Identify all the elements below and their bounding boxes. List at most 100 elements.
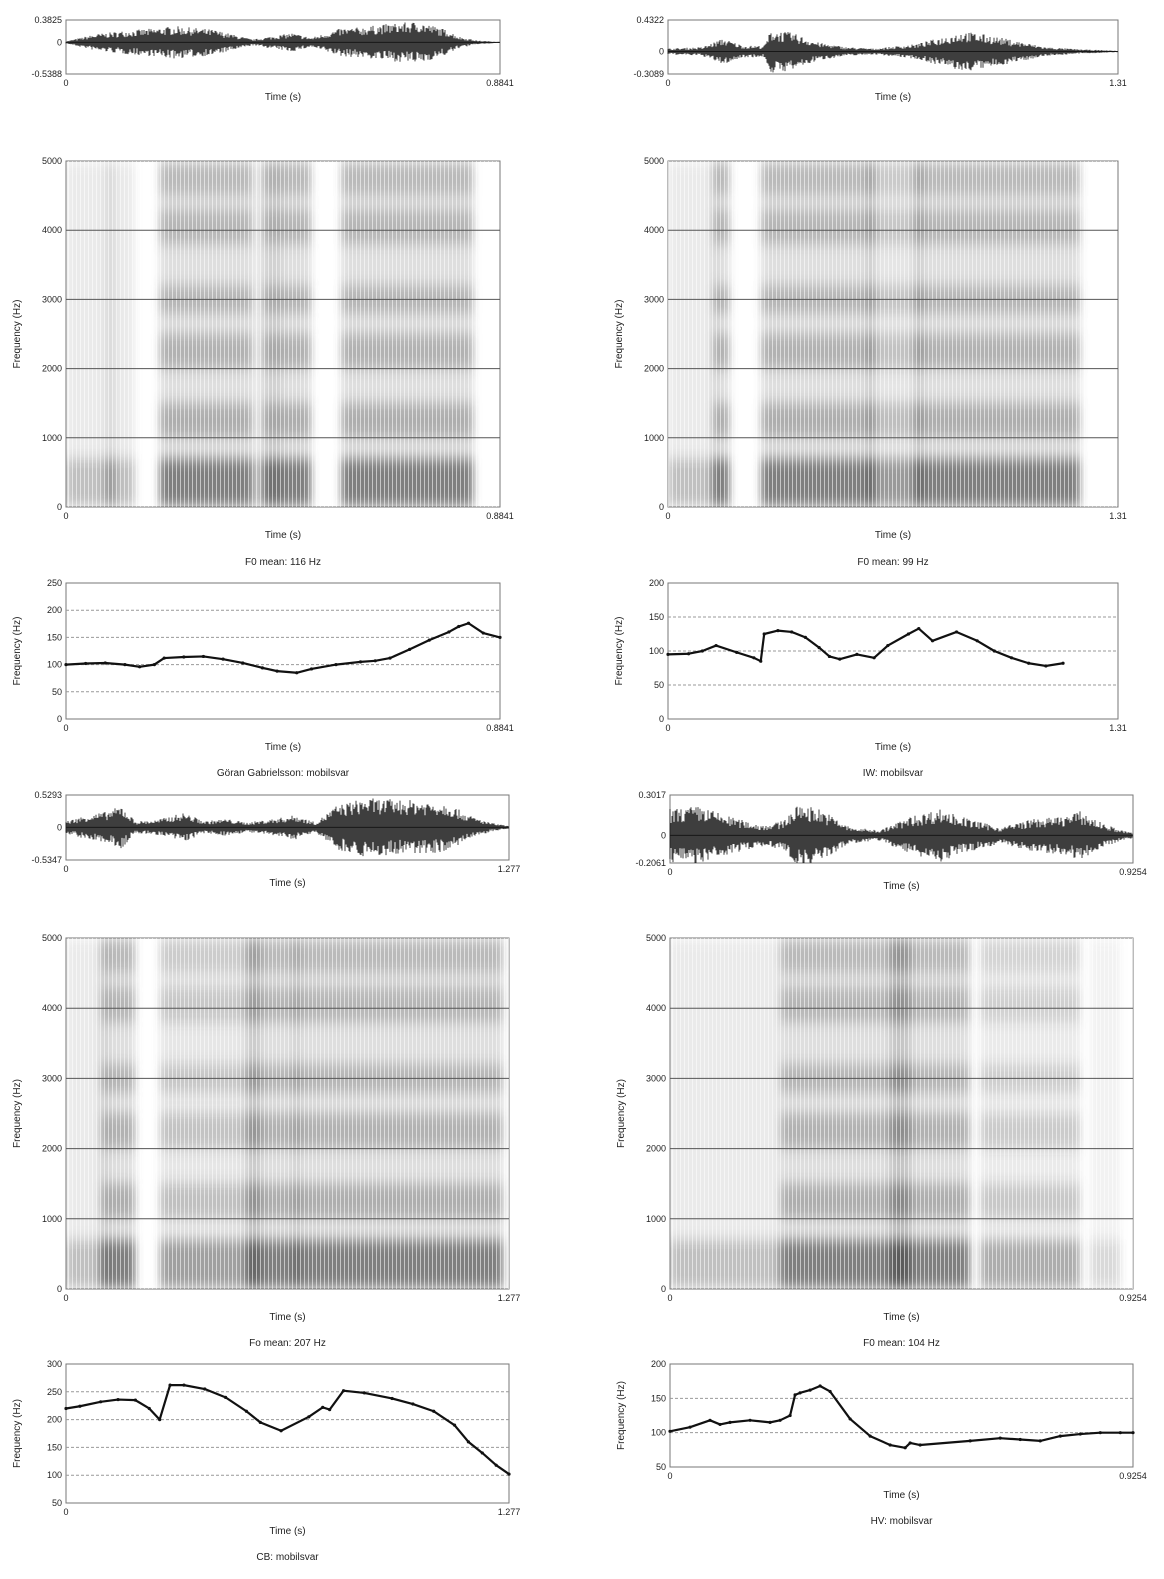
pitch-point [203,1387,207,1391]
y-tick-label: 100 [649,646,664,656]
x-tick-label-start: 0 [667,867,672,877]
y-tick-label: 200 [47,1415,62,1425]
x-tick-label-start: 0 [63,864,68,874]
pitch-point [388,656,392,660]
pitch-point [728,1420,732,1424]
pitch-point [868,1434,872,1438]
pitch-contour-line [667,627,1064,668]
y-axis-label: Frequency (Hz) [12,1079,23,1148]
pitch-point [78,1404,82,1408]
plot-frame [65,19,501,75]
pitch-point [1009,656,1014,660]
pitch-point [908,1441,912,1445]
pitch-point [447,630,451,634]
y-tick-label: 2000 [644,364,664,374]
pitch-point [64,663,68,667]
pitch-point [99,1400,103,1404]
pitch-point [1061,661,1065,665]
pitch-contour-top-left: 0 50 100 150 200 250 0 0.8841 Time (s) Frequency … [12,557,514,779]
y-tick-label: 250 [47,1387,62,1397]
pitch-point [718,1422,722,1427]
y-tick-label: 2000 [42,364,62,374]
y-tick-label: 5000 [42,933,62,943]
pitch-point [762,632,766,636]
pitch-point [481,631,485,635]
pitch-point [1078,1432,1082,1436]
pitch-point [848,1417,852,1421]
pitch-point [507,1472,511,1476]
pitch-point [768,1420,772,1424]
pitch-point [466,1440,471,1444]
pitch-point [390,1396,394,1401]
pitch-point [888,1443,892,1447]
y-tick-label: 2000 [42,1144,62,1154]
y-tick-label: 1000 [644,433,664,443]
pitch-contour-bottom-left: 50 100 150 200 250 300 0 1.277 Time (s) Frequency… [12,1338,520,1563]
pitch-point [427,638,431,642]
pitch-point [201,654,206,659]
x-tick-label-start: 0 [667,1293,672,1303]
x-axis-label: Time (s) [269,1526,305,1537]
f0-mean-title: F0 mean: 99 Hz [857,557,928,568]
pitch-point [457,624,461,629]
waveform-trace [65,22,500,62]
f0-mean-title: F0 mean: 104 Hz [863,1338,940,1349]
pitch-point [998,1436,1002,1440]
pitch-contour-line [65,622,501,674]
pitch-point [817,646,821,650]
y-tick-label: 200 [47,605,62,615]
glottal-striations [66,161,500,507]
pitch-point [778,1418,782,1422]
speaker-caption: IW: mobilsvar [863,768,924,779]
y-axis-label: Frequency (Hz) [616,1381,627,1450]
pitch-point [1098,1431,1102,1435]
pitch-point [1058,1434,1062,1438]
y-axis-label: Frequency (Hz) [12,1399,23,1468]
x-tick-label-start: 0 [667,1471,672,1481]
pitch-point [309,667,314,671]
y-tick-label: 3000 [42,1073,62,1083]
x-axis-label: Time (s) [875,742,911,753]
pitch-point [152,663,156,667]
y-tick-label: 1000 [42,433,62,443]
y-tick-label: 50 [654,680,664,690]
y-tick-label: 300 [47,1359,62,1369]
pitch-point [362,1391,366,1395]
x-tick-label-end: 0.8841 [486,723,514,733]
y-tick-label: 1000 [42,1214,62,1224]
y-tick-label: 4000 [42,1003,62,1013]
y-tick-label: 100 [47,1470,62,1480]
speaker-caption: Göran Gabrielsson: mobilsvar [217,768,350,779]
f0-mean-title: F0 mean: 116 Hz [245,557,321,568]
y-tick-label: 0.3825 [34,15,62,25]
pitch-point [666,652,670,657]
pitch-contour-top-right: 0 50 100 150 200 0 1.31 Time (s) Frequency (Hz) F… [614,557,1127,779]
pitch-point [918,1443,922,1447]
y-tick-label: 200 [651,1359,666,1369]
pitch-point [295,671,299,675]
pitch-contour-line [65,1384,510,1475]
y-tick-label: 0.3017 [638,790,666,800]
glottal-striations [670,938,1133,1289]
pitch-point [258,1420,262,1424]
y-tick-label: -0.5388 [31,69,62,79]
y-tick-label: 150 [649,612,664,622]
pitch-point [748,1418,752,1422]
glottal-striations [66,938,509,1289]
pitch-point [84,661,88,666]
pitch-point [668,1429,672,1433]
pitch-point [182,1383,186,1387]
y-tick-label: 100 [47,660,62,670]
pitch-point [1131,1431,1135,1435]
pitch-point [221,657,225,661]
y-tick-label: 5000 [42,156,62,166]
plot-frame [669,1363,1134,1468]
pitch-point [358,660,363,664]
y-axis-label: Frequency (Hz) [12,617,23,686]
y-tick-label: -0.3089 [633,69,664,79]
plot-frame [667,19,1119,75]
y-tick-label: 3000 [644,294,664,304]
